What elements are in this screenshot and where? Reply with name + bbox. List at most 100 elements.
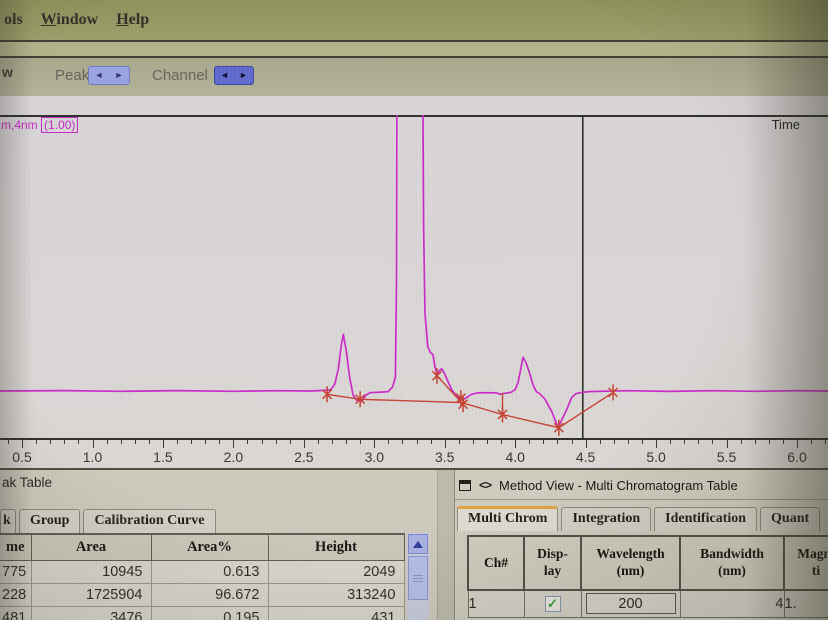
display-checkbox[interactable]: ✓: [544, 595, 561, 612]
axis-tick: [346, 440, 348, 444]
tab-quant[interactable]: Quant: [760, 507, 821, 531]
axis-tick: [78, 440, 80, 444]
column-header-ch[interactable]: Ch#: [467, 535, 525, 591]
menu-item-ols[interactable]: ols: [4, 11, 23, 28]
peak-mark-asterisk-icon: [355, 391, 366, 408]
axis-tick: [219, 440, 221, 444]
peak-next-button[interactable]: ►: [109, 67, 129, 84]
channel-prev-button[interactable]: ◄: [215, 67, 234, 84]
tab-group[interactable]: Group: [19, 509, 81, 533]
axis-tick: [360, 440, 362, 444]
display-cell[interactable]: ✓: [523, 589, 582, 618]
method-view-panel: <> Method View - Multi Chromatogram Tabl…: [455, 470, 828, 620]
table-cell[interactable]: 0.613: [150, 559, 269, 584]
table-cell[interactable]: 1725904: [30, 582, 152, 607]
column-header-magni[interactable]: Magniti: [783, 535, 828, 591]
channel-trace-label[interactable]: m,4nm (1.00): [1, 117, 79, 133]
table-cell[interactable]: 2049: [267, 559, 405, 584]
axis-tick: [148, 440, 150, 444]
wavelength-value-field[interactable]: 200: [585, 593, 676, 615]
peak-mark-asterisk-icon: [322, 386, 333, 403]
axis-tick: [402, 440, 404, 444]
tab-k[interactable]: k: [0, 509, 16, 533]
axis-tick: [50, 440, 52, 444]
table-cell[interactable]: 228: [0, 582, 32, 607]
bandwidth-cell[interactable]: 4: [679, 589, 785, 618]
axis-tick: [627, 440, 629, 444]
axis-tick: [797, 440, 798, 448]
column-header-disp[interactable]: Disp-lay: [523, 535, 582, 591]
axis-tick: [36, 440, 38, 444]
table-cell[interactable]: 775: [0, 559, 32, 584]
tab-integration[interactable]: Integration: [561, 507, 652, 531]
axis-tick: [684, 440, 686, 444]
table-cell[interactable]: 96.672: [150, 582, 269, 607]
wavelength-cell[interactable]: 200: [580, 589, 681, 618]
column-header-wavelength[interactable]: Wavelength (nm): [580, 535, 681, 591]
axis-tick: [233, 440, 235, 448]
navigate-views-icon[interactable]: <>: [479, 478, 492, 492]
peak-prev-button[interactable]: ◄: [89, 67, 109, 84]
channel-number-cell[interactable]: 1: [467, 589, 525, 618]
axis-tick: [191, 440, 193, 444]
table-cell[interactable]: 481: [0, 605, 32, 620]
menu-item-help[interactable]: Help: [116, 11, 150, 28]
table-cell[interactable]: 0.195: [150, 605, 269, 620]
table-row[interactable]: 481 3476 0.195 431: [0, 605, 405, 620]
table-row[interactable]: 775 10945 0.613 2049: [0, 559, 405, 584]
column-header-area[interactable]: Area: [30, 533, 152, 561]
scrollbar-up-button[interactable]: [408, 534, 428, 554]
axis-tick-label: 4.5: [575, 449, 596, 465]
up-arrow-icon: [413, 540, 423, 548]
axis-tick: [317, 440, 319, 444]
axis-tick: [825, 440, 827, 444]
table-row[interactable]: 1 ✓ 200 4 1.: [467, 589, 828, 618]
method-view-title: Method View - Multi Chromatogram Table: [499, 477, 738, 493]
navigation-toolbar: w Peak ◄ ► Channel ◄ ►: [0, 58, 828, 96]
axis-tick: [289, 440, 291, 444]
peak-table-scrollbar[interactable]: [407, 533, 429, 620]
axis-tick: [740, 440, 742, 444]
column-header-bandwidth[interactable]: Bandwidth (nm): [679, 535, 785, 591]
tab-multi-chrom[interactable]: Multi Chrom: [457, 506, 559, 531]
peak-table-tabs: k Group Calibration Curve: [0, 506, 216, 533]
axis-tick-label: 4.0: [505, 449, 525, 465]
channel-next-button[interactable]: ►: [234, 67, 253, 84]
table-row[interactable]: 228 1725904 96.672 313240: [0, 582, 405, 607]
magnification-cell[interactable]: 1.: [783, 589, 828, 618]
axis-tick: [642, 440, 643, 444]
column-header-area[interactable]: Area%: [150, 533, 269, 561]
axis-tick: [613, 440, 615, 444]
left-arrow-icon: ◄: [94, 70, 104, 80]
axis-tick: [529, 440, 531, 444]
tab-identification[interactable]: Identification: [654, 507, 758, 531]
axis-tick-label: 0.5: [12, 449, 32, 465]
chromatogram-trace: [0, 115, 828, 429]
channel-nav-buttons: ◄ ►: [214, 66, 254, 85]
panel-splitter[interactable]: [437, 470, 455, 620]
axis-tick: [106, 440, 108, 444]
restore-window-icon[interactable]: [459, 479, 471, 491]
menu-item-window[interactable]: Window: [40, 11, 99, 28]
axis-tick-label: 5.0: [646, 449, 666, 465]
axis-tick: [22, 440, 23, 448]
axis-tick-label: 1.0: [82, 449, 103, 465]
axis-tick: [92, 440, 94, 448]
divider: [0, 40, 828, 42]
table-cell[interactable]: 10945: [30, 559, 152, 584]
axis-tick: [670, 440, 672, 444]
table-cell[interactable]: 3476: [30, 605, 152, 620]
chromatogram-plot-area[interactable]: [0, 115, 828, 445]
axis-tick: [487, 440, 488, 444]
toolbar-strip: [0, 42, 828, 56]
axis-tick-label: 1.5: [153, 449, 173, 465]
column-header-me[interactable]: me: [0, 533, 32, 561]
column-header-height[interactable]: Height: [267, 533, 405, 561]
table-cell[interactable]: 431: [267, 605, 405, 620]
right-arrow-icon: ►: [239, 70, 248, 80]
scrollbar-thumb[interactable]: [408, 556, 428, 600]
axis-tick: [261, 440, 263, 444]
tab-calibration-curve[interactable]: Calibration Curve: [83, 509, 216, 533]
axis-tick: [472, 440, 474, 444]
table-cell[interactable]: 313240: [267, 582, 405, 607]
